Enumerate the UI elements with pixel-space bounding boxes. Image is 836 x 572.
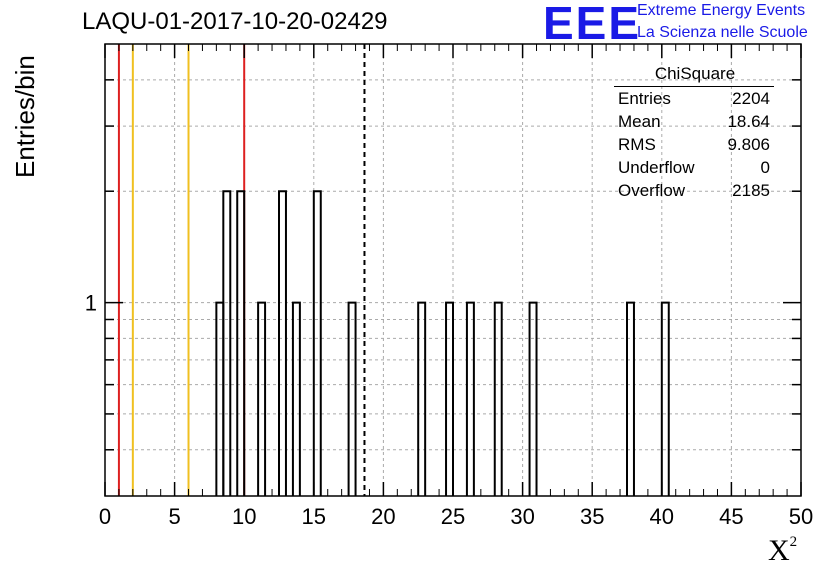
stats-label: Mean — [618, 112, 661, 131]
stats-value: 2204 — [732, 89, 770, 108]
x-axis-label: X2 — [768, 534, 798, 567]
logo-line-1: Extreme Energy Events — [637, 2, 806, 19]
histogram-bar — [278, 190, 287, 496]
histogram-bar — [465, 301, 475, 496]
x-tick-label: 15 — [302, 504, 326, 529]
x-tick-label: 0 — [99, 504, 111, 529]
x-tick-label: 45 — [719, 504, 743, 529]
stats-box: ChiSquare Entries 2204 Mean 18.64 RMS 9.806 Un… — [610, 64, 780, 202]
logo-line-2: La Scienza nelle Scuole — [637, 24, 808, 41]
y-tick-label: 1 — [85, 291, 97, 316]
histogram-bar — [417, 301, 427, 496]
histogram-bars — [215, 190, 670, 496]
x-tick-label: 20 — [371, 504, 395, 529]
histogram-bar — [215, 301, 225, 496]
histogram-bar — [626, 301, 635, 496]
stats-label: RMS — [618, 135, 656, 154]
histogram-bar — [660, 301, 670, 496]
stats-value: 2185 — [732, 181, 770, 200]
histogram-bar — [528, 301, 538, 496]
histogram-bar — [291, 301, 301, 496]
stats-label: Overflow — [618, 181, 686, 200]
stats-value: 18.64 — [727, 112, 770, 131]
x-tick-label: 30 — [510, 504, 534, 529]
stats-row: RMS 9.806 — [610, 133, 780, 156]
stats-title: ChiSquare — [654, 64, 736, 83]
stats-value: 0 — [760, 158, 770, 177]
histogram-bar — [347, 301, 357, 496]
x-tick-label: 25 — [441, 504, 465, 529]
x-tick-label: 5 — [168, 504, 180, 529]
x-tick-label: 40 — [650, 504, 674, 529]
histogram-bar — [222, 190, 232, 496]
histogram-bar — [493, 301, 503, 496]
histogram-bar — [236, 190, 246, 496]
stats-row: Mean 18.64 — [610, 110, 780, 133]
stats-rows: Entries 2204 Mean 18.64 RMS 9.806 Underflow 0 Ov… — [610, 87, 780, 202]
x-tick-label: 50 — [789, 504, 813, 529]
histogram-bar — [445, 301, 454, 496]
reference-lines — [117, 44, 366, 496]
eee-logo: EEE — [543, 0, 642, 49]
histogram-bar — [257, 301, 267, 496]
stats-row: Entries 2204 — [610, 87, 780, 110]
stats-row: Overflow 2185 — [610, 179, 780, 202]
stats-label: Underflow — [618, 158, 695, 177]
stats-value: 9.806 — [727, 135, 770, 154]
stats-row: Underflow 0 — [610, 156, 780, 179]
x-tick-label: 10 — [232, 504, 256, 529]
axis-ticks: 0 5 10 15 20 25 30 35 40 45 50 1 — [85, 44, 813, 529]
stats-label: Entries — [618, 89, 671, 108]
chart-title: LAQU-01-2017-10-20-02429 — [82, 8, 388, 35]
histogram-bar — [312, 190, 322, 496]
stats-divider — [614, 86, 774, 87]
x-tick-label: 35 — [580, 504, 604, 529]
